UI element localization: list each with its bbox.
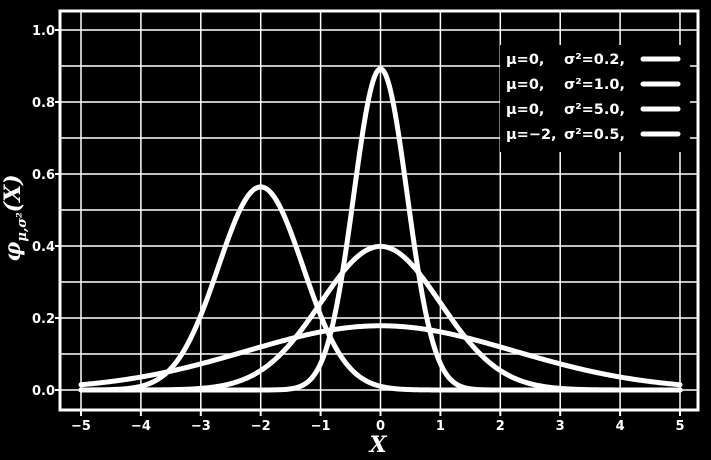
y-tick-label: 0.2	[32, 312, 55, 327]
x-tick-label: −4	[131, 419, 151, 434]
legend-label-mu: μ=0,	[506, 102, 544, 118]
legend-label-mu: μ=0,	[506, 77, 544, 93]
y-axis-title-subscript: μ,σ²	[15, 212, 30, 242]
x-tick-label: 1	[436, 419, 445, 434]
x-tick-labels: −5 −4 −3 −2 −1 0 1 2 3 4 5	[71, 419, 685, 434]
y-axis-title: φμ,σ²(X)	[0, 174, 30, 261]
legend-label-mu: μ=−2,	[506, 127, 557, 143]
plot-frame	[58, 9, 700, 412]
ticks	[55, 29, 681, 416]
x-tick-label: 0	[376, 419, 385, 434]
y-tick-label: 1.0	[32, 24, 55, 39]
legend-label-variance: σ²=1.0,	[564, 77, 625, 93]
y-axis-title-symbol: φ	[0, 242, 26, 262]
y-axis-title-argument: (X)	[0, 174, 26, 212]
x-axis-title: X	[367, 432, 387, 458]
y-tick-labels: 0.0 0.2 0.4 0.6 0.8 1.0	[32, 24, 55, 399]
curves	[78, 66, 683, 393]
y-tick-label: 0.8	[32, 96, 55, 111]
y-tick-label: 0.6	[32, 168, 55, 183]
legend: μ=0, σ²=0.2, μ=0, σ²=1.0, μ=0, σ²=5.0, μ=−2, σ²…	[500, 45, 690, 152]
legend-label-mu: μ=0,	[506, 52, 544, 68]
x-tick-label: −3	[191, 419, 211, 434]
legend-label-variance: σ²=0.5,	[564, 127, 625, 143]
x-tick-label: −1	[311, 419, 331, 434]
x-tick-label: −5	[71, 419, 91, 434]
series-line-3	[78, 323, 683, 388]
series-line-4	[78, 184, 683, 393]
y-tick-label: 0.4	[32, 240, 55, 255]
y-tick-label: 0.0	[32, 384, 55, 399]
legend-label-variance: σ²=5.0,	[564, 102, 625, 118]
x-tick-label: 3	[556, 419, 565, 434]
x-tick-label: −2	[251, 419, 271, 434]
x-tick-label: 5	[675, 419, 684, 434]
x-tick-label: 4	[616, 419, 625, 434]
legend-label-variance: σ²=0.2,	[564, 52, 625, 68]
x-tick-label: 2	[496, 419, 505, 434]
